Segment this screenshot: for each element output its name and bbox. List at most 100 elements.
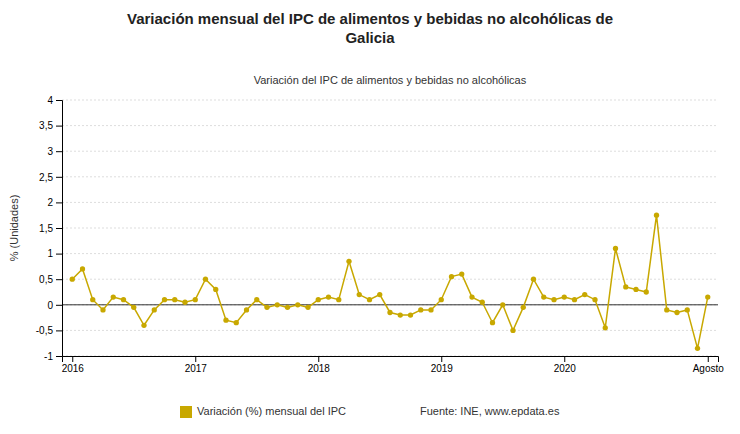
point-marker — [664, 307, 669, 312]
point-marker — [377, 292, 382, 297]
x-tick-label: 2019 — [431, 363, 454, 374]
point-marker — [336, 297, 341, 302]
grid-line — [62, 330, 718, 331]
point-marker — [357, 292, 362, 297]
grid-line — [62, 228, 718, 229]
x-axis: 20162017201820192020Agosto — [62, 356, 725, 374]
y-tick: 3,5 — [39, 120, 62, 131]
point-marker — [264, 305, 269, 310]
point-marker — [234, 320, 239, 325]
point-marker — [521, 305, 526, 310]
y-tick-mark — [56, 100, 62, 101]
y-tick-mark — [56, 254, 62, 255]
y-tick: 2,5 — [39, 172, 62, 183]
x-tick: 2018 — [308, 356, 331, 374]
chart-svg: Variación mensual del IPC de alimentos y… — [0, 0, 740, 434]
y-axis: -1 -0,5 0 0,5 1 1,5 2 2,5 3 3,5 4 — [36, 95, 63, 362]
point-marker — [418, 307, 423, 312]
point-marker — [582, 292, 587, 297]
y-tick: 2 — [47, 197, 62, 208]
point-marker — [562, 294, 567, 299]
grid-line — [62, 279, 718, 280]
grid-line — [62, 176, 718, 177]
point-marker — [141, 323, 146, 328]
x-tick-mark — [441, 356, 442, 362]
point-marker — [162, 297, 167, 302]
point-marker — [80, 266, 85, 271]
y-tick-mark — [56, 126, 62, 127]
y-tick-label: 0,5 — [39, 274, 53, 285]
axis-line — [63, 357, 719, 363]
y-tick-mark — [56, 356, 62, 357]
y-tick: 1,5 — [39, 223, 62, 234]
y-tick-label: 3 — [47, 146, 53, 157]
legend-swatch — [180, 406, 192, 418]
point-marker — [695, 346, 700, 351]
point-marker — [459, 271, 464, 276]
point-marker — [541, 294, 546, 299]
legend: Variación (%) mensual del IPC — [180, 405, 346, 418]
point-marker — [305, 305, 310, 310]
series-line — [72, 215, 708, 348]
point-marker — [387, 310, 392, 315]
grid — [62, 100, 718, 356]
point-marker — [623, 284, 628, 289]
point-marker — [193, 297, 198, 302]
marks — [70, 213, 711, 351]
grid-line — [62, 151, 718, 152]
markers — [70, 213, 711, 351]
source: Fuente: INE, www.epdata.es — [420, 405, 560, 417]
point-marker — [551, 297, 556, 302]
y-tick: -0,5 — [36, 325, 62, 336]
point-marker — [346, 259, 351, 264]
y-tick-mark — [56, 202, 62, 203]
subtitle: Variación del IPC de alimentos y bebidas… — [254, 74, 527, 86]
y-tick-label: 2 — [47, 197, 53, 208]
point-marker — [633, 287, 638, 292]
point-marker — [285, 305, 290, 310]
x-tick-mark — [564, 356, 565, 362]
point-marker — [223, 318, 228, 323]
y-tick-label: 2,5 — [39, 172, 53, 183]
grid-line — [62, 253, 718, 254]
x-tick: 2017 — [185, 356, 208, 374]
y-tick-label: 0 — [47, 300, 53, 311]
point-marker — [654, 213, 659, 218]
y-tick: 4 — [47, 95, 62, 106]
y-tick-mark — [56, 151, 62, 152]
y-tick: 0,5 — [39, 274, 62, 285]
point-marker — [295, 302, 300, 307]
point-marker — [613, 246, 618, 251]
title-line: Galicia — [345, 29, 395, 46]
y-tick: -1 — [44, 351, 62, 362]
grid-line — [62, 202, 718, 203]
y-tick-label: 1,5 — [39, 223, 53, 234]
point-marker — [572, 297, 577, 302]
point-marker — [603, 325, 608, 330]
point-marker — [203, 277, 208, 282]
point-marker — [254, 297, 259, 302]
y-tick-mark — [56, 177, 62, 178]
x-tick-mark — [195, 356, 196, 362]
y-tick-mark — [56, 330, 62, 331]
title: Variación mensual del IPC de alimentos y… — [127, 10, 613, 46]
point-marker — [111, 294, 116, 299]
chart-container: Variación mensual del IPC de alimentos y… — [0, 0, 740, 434]
point-marker — [213, 287, 218, 292]
y-tick: 1 — [47, 248, 62, 259]
x-tick-mark — [72, 356, 73, 362]
grid-line — [62, 125, 718, 126]
axis-line — [56, 101, 63, 357]
point-marker — [70, 277, 75, 282]
point-marker — [531, 277, 536, 282]
point-marker — [705, 294, 710, 299]
point-marker — [326, 294, 331, 299]
x-tick-label: 2016 — [62, 363, 85, 374]
y-tick-label: -1 — [44, 351, 53, 362]
point-marker — [408, 312, 413, 317]
point-marker — [121, 297, 126, 302]
point-marker — [500, 302, 505, 307]
y-tick-label: -0,5 — [36, 325, 54, 336]
y-tick-mark — [56, 305, 62, 306]
point-marker — [398, 312, 403, 317]
